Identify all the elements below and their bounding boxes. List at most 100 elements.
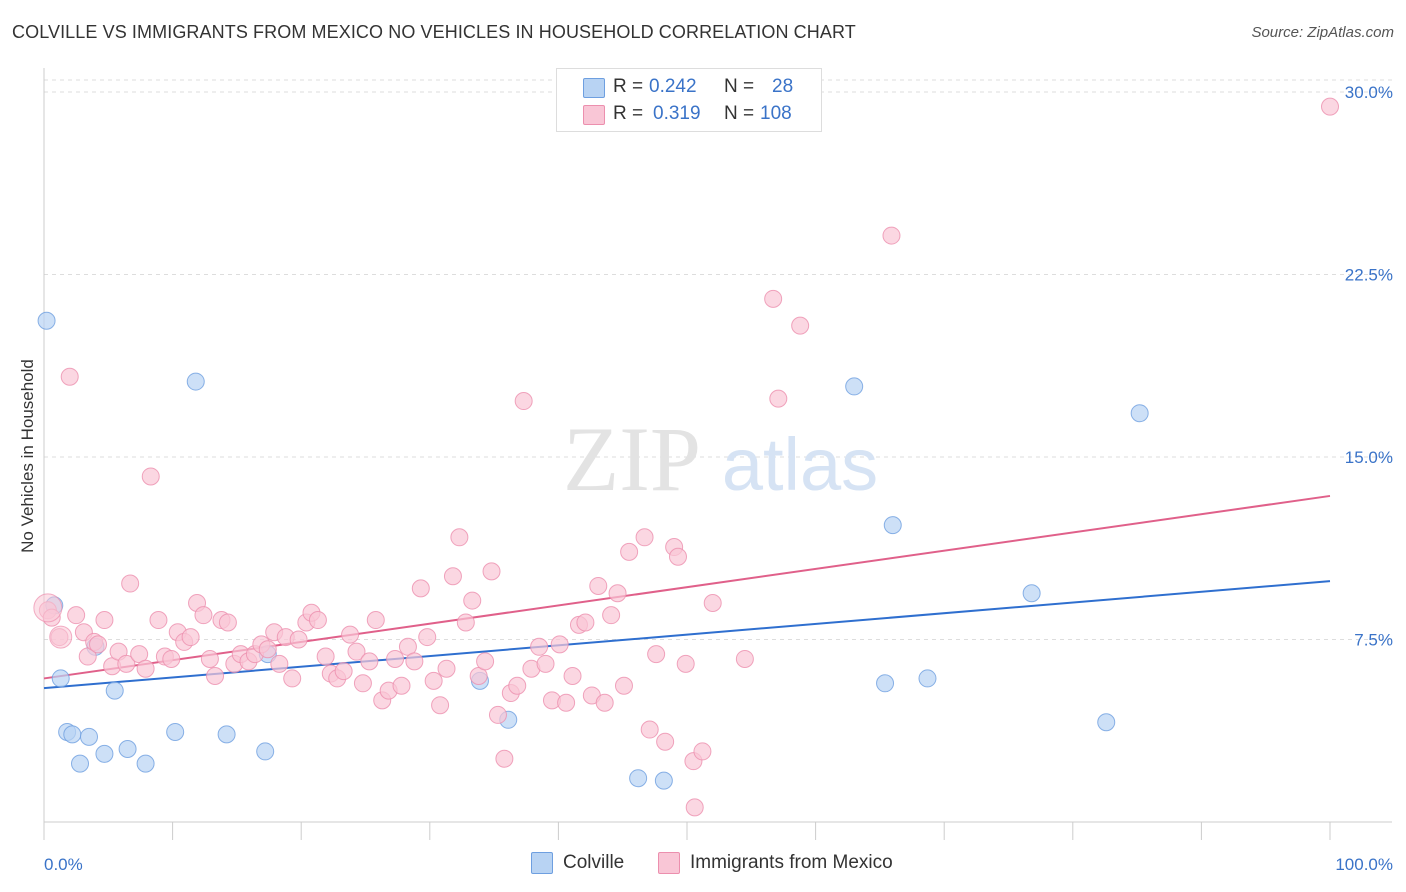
mexico-point: [431, 696, 450, 715]
n-value: 28: [772, 76, 794, 97]
mexico-point: [405, 652, 424, 671]
mexico-point: [443, 567, 462, 586]
mexico-point: [608, 584, 627, 603]
watermark-zip: ZIP: [563, 408, 701, 510]
colville-point: [37, 311, 56, 330]
watermark-atlas: atlas: [722, 423, 878, 506]
mexico-point: [769, 389, 788, 408]
mexico-point: [200, 649, 219, 668]
legend-swatch-colville: [531, 852, 553, 874]
mexico-point: [1321, 97, 1339, 116]
mexico-point: [308, 611, 327, 630]
legend-item-mexico[interactable]: Immigrants from Mexico: [658, 852, 893, 874]
colville-point: [186, 372, 205, 391]
mexico-point: [60, 367, 79, 386]
mexico-point: [136, 659, 155, 678]
mexico-point: [67, 606, 86, 625]
colville-point: [876, 674, 895, 693]
mexico-point: [33, 593, 63, 623]
mexico-point: [735, 649, 754, 668]
colville-point: [1022, 584, 1041, 603]
y-tick-label: 30.0%: [1345, 83, 1393, 102]
source-note: Source: ZipAtlas.com: [1251, 24, 1394, 41]
legend-row-mexico: R = 0.319 N = 108: [557, 101, 821, 127]
y-tick-label: 22.5%: [1345, 266, 1393, 285]
mexico-point: [882, 226, 901, 245]
mexico-point: [353, 674, 372, 693]
mexico-point: [270, 654, 289, 673]
y-tick-label: 7.5%: [1354, 631, 1393, 650]
mexico-point: [550, 635, 569, 654]
mexico-point: [334, 662, 353, 681]
legend-label-mexico: Immigrants from Mexico: [690, 852, 893, 873]
mexico-point: [194, 606, 213, 625]
mexico-point: [347, 642, 366, 661]
legend-swatch-mexico: [583, 105, 605, 125]
colville-point: [71, 754, 90, 773]
mexico-point: [563, 667, 582, 685]
mexico-point: [89, 635, 108, 654]
axes: [43, 68, 1392, 840]
mexico-point: [495, 749, 514, 768]
legend-item-colville[interactable]: Colville: [531, 852, 624, 874]
mexico-point: [392, 676, 411, 695]
mexico-point: [418, 628, 437, 647]
mexico-point: [181, 628, 200, 647]
mexico-point: [536, 654, 555, 673]
mexico-point: [366, 611, 385, 630]
colville-point: [845, 377, 864, 396]
colville-point: [166, 722, 185, 741]
mexico-point: [791, 316, 810, 335]
mexico-point: [386, 649, 405, 668]
mexico-point: [514, 392, 533, 411]
n-label: N =: [724, 76, 755, 97]
chart-title: COLVILLE VS IMMIGRANTS FROM MEXICO NO VE…: [12, 22, 856, 42]
colville-point: [629, 769, 648, 788]
mexico-point: [488, 705, 507, 724]
mexico-point: [206, 667, 225, 685]
data-points: [33, 97, 1339, 817]
n-value: 108: [760, 103, 792, 124]
mexico-point: [668, 547, 687, 566]
colville-point: [654, 771, 673, 790]
mexico-point: [557, 693, 576, 712]
x-tick-label: 100.0%: [1335, 855, 1393, 874]
r-value: 0.319: [653, 103, 701, 124]
colville-point: [80, 727, 99, 746]
mexico-point: [121, 574, 140, 593]
mexico-point: [656, 732, 675, 751]
colville-point: [256, 742, 275, 761]
mexico-point: [437, 659, 456, 678]
mexico-point: [476, 652, 495, 671]
watermark: ZIP atlas: [563, 408, 878, 510]
colville-point: [1097, 713, 1116, 732]
mexico-point: [283, 669, 302, 688]
colville-point: [136, 754, 155, 773]
mexico-point: [676, 654, 695, 673]
y-axis-label: No Vehicles in Household: [18, 359, 37, 553]
colville-point: [63, 725, 82, 744]
mexico-point: [450, 528, 469, 547]
mexico-point: [530, 637, 549, 656]
colville-point: [883, 516, 902, 535]
mexico-point: [482, 562, 501, 581]
mexico-point: [341, 625, 360, 644]
mexico-point: [647, 645, 666, 664]
colville-point: [51, 669, 70, 688]
mexico-point: [640, 720, 659, 739]
n-label: N =: [724, 103, 755, 124]
grid: [44, 79, 1392, 640]
mexico-point: [95, 611, 114, 630]
legend-swatch-mexico: [658, 852, 680, 874]
colville-point: [217, 725, 236, 744]
mexico-point: [162, 649, 181, 668]
r-value: 0.242: [649, 76, 697, 97]
colville-point: [105, 681, 124, 700]
mexico-point: [456, 613, 475, 632]
mexico-point: [149, 611, 168, 630]
colville-point: [1130, 404, 1149, 423]
r-label: R =: [613, 103, 644, 124]
mexico-point: [693, 742, 712, 761]
mexico-point: [258, 640, 277, 659]
legend-row-colville: R = 0.242 N = 28: [557, 74, 821, 100]
